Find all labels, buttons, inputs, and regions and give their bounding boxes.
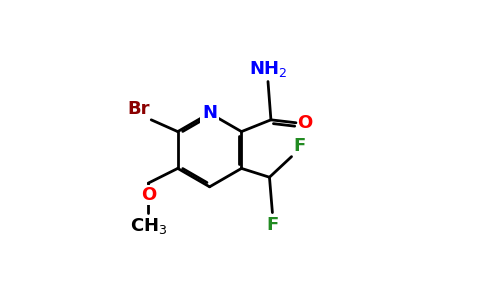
Text: CH$_3$: CH$_3$: [130, 215, 167, 236]
Text: N: N: [202, 104, 217, 122]
Text: O: O: [141, 186, 156, 204]
Text: F: F: [293, 137, 305, 155]
Text: Br: Br: [127, 100, 150, 118]
Text: NH$_2$: NH$_2$: [249, 58, 287, 79]
Text: O: O: [298, 114, 313, 132]
Text: F: F: [266, 215, 278, 233]
